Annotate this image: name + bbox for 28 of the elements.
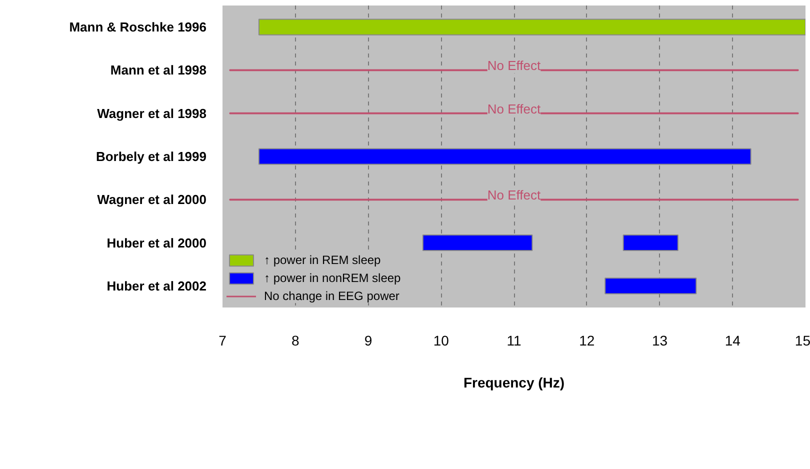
y-tick-label: Mann & Roschke 1996 — [69, 20, 207, 35]
x-tick-label: 11 — [506, 332, 522, 348]
legend-label: ↑ power in nonREM sleep — [264, 271, 401, 285]
x-axis-title: Frequency (Hz) — [463, 374, 565, 390]
x-tick-label: 7 — [218, 332, 227, 348]
x-tick-label: 12 — [579, 332, 595, 348]
bar — [258, 148, 752, 165]
legend-label: ↑ power in REM sleep — [264, 253, 381, 267]
x-tick-label: 9 — [364, 332, 372, 348]
y-tick-label: Huber et al 2002 — [106, 278, 207, 294]
y-tick-label: Mann et al 1998 — [110, 62, 207, 78]
annotation: No Effect — [487, 101, 542, 116]
annotation: No Effect — [487, 188, 542, 203]
y-tick-label: Wagner et al 1998 — [97, 106, 207, 121]
x-tick-label: 15 — [794, 332, 810, 348]
x-tick-label: 10 — [433, 332, 450, 348]
x-tick-label: 8 — [291, 332, 300, 348]
bar — [604, 278, 697, 294]
bar — [258, 18, 806, 36]
x-tick-label: 13 — [652, 332, 668, 348]
annotation: No Effect — [487, 58, 542, 74]
y-tick-label: Borbely et al 1999 — [96, 149, 207, 164]
x-tick-label: 14 — [724, 332, 741, 348]
bar — [622, 234, 678, 252]
y-tick-label: Huber et al 2000 — [106, 235, 207, 250]
legend-label: No change in EEG power — [264, 289, 400, 303]
y-tick-label: Wagner et al 2000 — [97, 192, 207, 208]
bar — [422, 234, 533, 252]
